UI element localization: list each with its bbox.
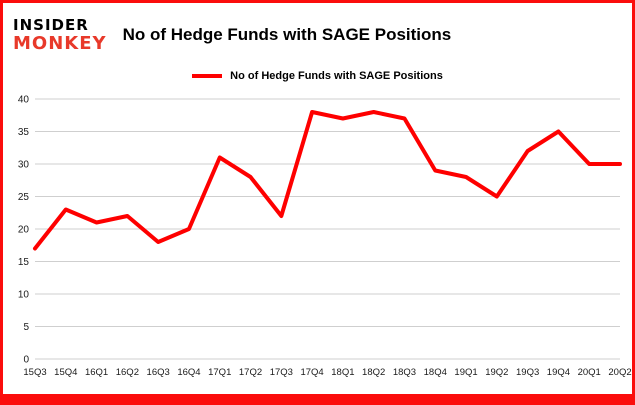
x-tick-label: 19Q3 xyxy=(516,367,539,378)
y-tick-label: 40 xyxy=(18,95,30,106)
x-tick-label: 18Q1 xyxy=(331,367,354,378)
y-tick-label: 25 xyxy=(18,192,30,203)
line-chart: 0 5 10 15 20 25 30 35 40 15Q3 15Q4 16Q1 16Q2 16Q3 16Q4… xyxy=(18,95,632,379)
y-tick-label: 15 xyxy=(18,257,30,268)
x-tick-label: 18Q3 xyxy=(393,367,416,378)
insider-monkey-logo: INSIDER MONKEY xyxy=(13,15,107,54)
x-tick-label: 19Q1 xyxy=(454,367,477,378)
x-tick-label: 16Q4 xyxy=(177,367,200,378)
logo-text-monkey: MONKEY xyxy=(13,32,107,54)
x-tick-label: 19Q2 xyxy=(485,367,508,378)
legend-label: No of Hedge Funds with SAGE Positions xyxy=(230,70,443,82)
x-tick-label: 15Q3 xyxy=(23,367,46,378)
x-tick-label: 19Q4 xyxy=(547,367,570,378)
x-tick-label: 16Q3 xyxy=(147,367,170,378)
x-tick-label: 17Q1 xyxy=(208,367,231,378)
logo-text-insider: INSIDER xyxy=(13,15,89,34)
y-tick-label: 30 xyxy=(18,160,30,171)
data-line xyxy=(33,110,622,251)
x-tick-label: 17Q4 xyxy=(300,367,323,378)
x-tick-label: 18Q2 xyxy=(362,367,385,378)
x-tick-label: 17Q3 xyxy=(270,367,293,378)
x-tick-label: 20Q1 xyxy=(578,367,601,378)
x-tick-label: 16Q1 xyxy=(85,367,108,378)
y-tick-label: 20 xyxy=(18,225,30,236)
y-tick-label: 0 xyxy=(23,355,29,366)
legend: No of Hedge Funds with SAGE Positions xyxy=(3,67,632,85)
legend-line-swatch xyxy=(192,74,223,78)
x-tick-label: 15Q4 xyxy=(54,367,77,378)
y-tick-label: 10 xyxy=(18,290,30,301)
y-tick-label: 35 xyxy=(18,127,30,138)
chart-header: INSIDER MONKEY No of Hedge Funds with SA… xyxy=(3,3,632,59)
x-tick-label: 20Q2 xyxy=(608,367,631,378)
x-tick-label: 16Q2 xyxy=(116,367,139,378)
x-tick-label: 18Q4 xyxy=(424,367,447,378)
x-tick-label: 17Q2 xyxy=(239,367,262,378)
y-tick-label: 5 xyxy=(23,322,29,333)
chart-title: No of Hedge Funds with SAGE Positions xyxy=(122,25,452,44)
